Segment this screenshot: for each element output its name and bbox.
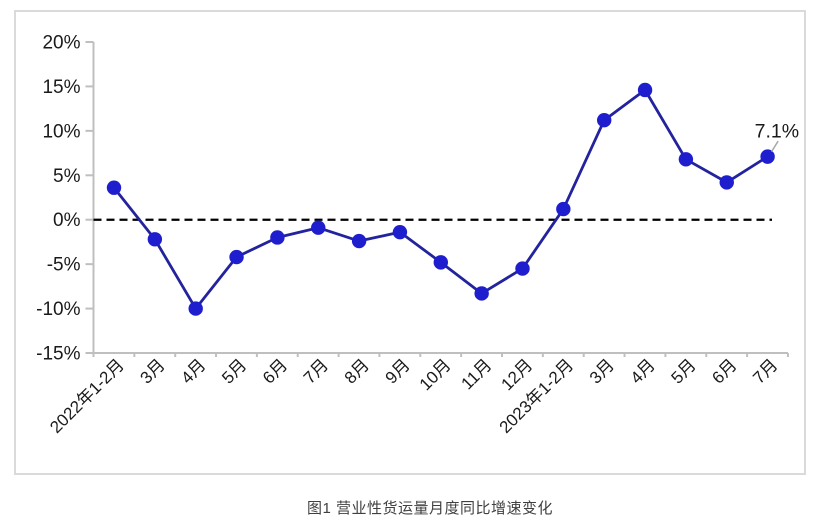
x-axis-tick-label: 5月 [218,355,250,387]
data-point [311,220,326,235]
x-axis-tick-label: 11月 [458,355,496,393]
y-axis-tick-label: -5% [47,255,81,276]
x-axis-tick-label: 6月 [708,355,740,387]
data-point [351,233,367,249]
x-axis-tick-label: 2023年1-2月 [496,355,578,437]
data-label-leader-line [770,140,779,153]
y-axis-tick-label: 20% [42,33,80,54]
data-point [474,286,489,301]
y-axis-tick-label: 0% [53,210,81,231]
data-point [678,152,694,167]
data-point [106,180,122,195]
y-axis-tick-label: -15% [36,344,80,365]
data-point [556,201,571,217]
data-point [515,261,530,276]
data-point [597,112,612,128]
x-axis-tick-label: 6月 [259,355,291,387]
x-axis-tick-label: 7月 [749,355,781,387]
data-series-line [112,88,769,310]
chart-caption: 图1 营业性货运量月度同比增速变化 [306,500,553,517]
x-axis-tick-label: 9月 [382,355,414,387]
y-axis-tick-label: 5% [53,166,81,187]
data-point [270,230,285,245]
data-point [147,232,163,247]
data-point [637,82,653,98]
x-axis-tick-label: 4月 [627,355,659,387]
y-axis-tick-label: -10% [36,299,80,320]
x-axis-tick-label: 2022年1-2月 [46,355,128,437]
data-point [188,301,203,316]
y-axis-tick-label: 10% [42,121,80,142]
x-axis-tick-label: 7月 [300,355,332,387]
x-axis-tick-label: 3月 [137,355,169,387]
last-point-data-label: 7.1% [755,121,799,143]
y-axis-tick-label: 15% [42,77,80,98]
data-point [719,175,734,190]
x-axis-tick-label: 5月 [668,355,700,387]
data-point [760,149,775,164]
x-axis-tick-label: 3月 [586,355,618,387]
x-axis-tick-label: 8月 [341,355,373,387]
x-axis-tick-label: 4月 [177,355,209,387]
data-point [229,249,244,265]
chart-frame [14,10,806,475]
data-point [433,255,448,270]
data-point [392,224,408,240]
x-axis-tick-label: 10月 [416,355,455,394]
